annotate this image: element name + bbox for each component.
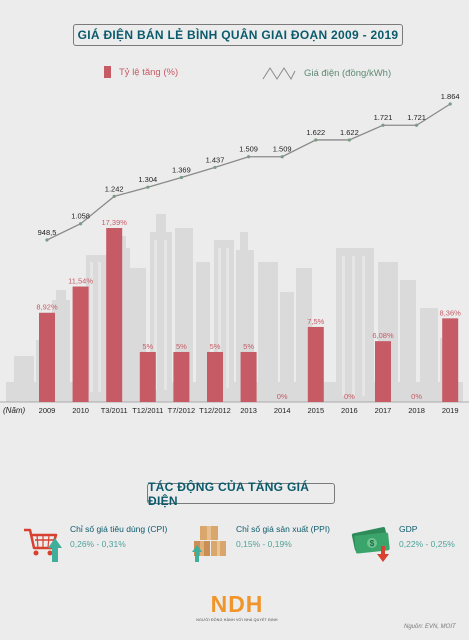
x-tick-label: 2009 xyxy=(39,406,56,415)
price-value-labels: 948,5 1.058 1.242 1.304 1.369 1.437 1.509 1.509… xyxy=(38,92,460,237)
ndh-logo: NDH NGƯỜI ĐỒNG HÀNH VỚI NHÀ QUYẾT ĐỊNH xyxy=(196,591,277,629)
x-tick-label: 2016 xyxy=(341,406,358,415)
x-tick-label: T3/2011 xyxy=(101,406,128,415)
price-value-label: 1.369 xyxy=(172,166,191,175)
price-point xyxy=(448,102,452,106)
impact-ppi-label: Chỉ số giá sản xuất (PPI) xyxy=(236,524,331,534)
bar-value-labels: 8,92% 11,54% 17,39% 5% 5% 5% 5% 0% 7,5% 0% 6,08% 0%… xyxy=(36,218,461,401)
price-value-label: 1.058 xyxy=(71,212,90,221)
legend-bar: Tỷ lệ tăng (%) xyxy=(104,66,178,78)
x-tick-label: 2018 xyxy=(408,406,425,415)
boxes-icon xyxy=(192,526,226,562)
impact-gdp-value: 0,22% - 0,25% xyxy=(399,539,455,549)
x-tick-label: T12/2012 xyxy=(199,406,231,415)
logo-letters: NDH xyxy=(210,591,264,617)
bar xyxy=(72,286,89,402)
bar-series xyxy=(39,228,459,402)
bar xyxy=(307,326,324,402)
price-point xyxy=(347,138,351,142)
price-value-label: 948,5 xyxy=(38,228,57,237)
price-value-label: 1.304 xyxy=(138,175,157,184)
impact-gdp-label: GDP xyxy=(399,524,418,534)
bar-value-label: 0% xyxy=(344,392,355,401)
bar-value-label: 0% xyxy=(411,392,422,401)
price-value-label: 1.721 xyxy=(374,113,393,122)
price-value-label: 1.622 xyxy=(306,128,325,137)
legend-bar-label: Tỷ lệ tăng (%) xyxy=(119,66,179,78)
logo-tagline: NGƯỜI ĐỒNG HÀNH VỚI NHÀ QUYẾT ĐỊNH xyxy=(196,618,278,622)
price-point xyxy=(314,138,318,142)
bar-value-label: 5% xyxy=(243,342,254,351)
shopping-cart-icon xyxy=(24,528,62,562)
section-title: TÁC ĐỘNG CỦA TĂNG GIÁ ĐIỆN xyxy=(148,479,310,508)
price-point xyxy=(381,123,385,127)
x-axis-label: (Năm) xyxy=(3,406,26,415)
page-title: GIÁ ĐIỆN BÁN LẺ BÌNH QUÂN GIAI ĐOẠN 2009… xyxy=(77,28,399,42)
bar-value-label: 6,08% xyxy=(372,331,394,340)
bar-value-label: 5% xyxy=(142,342,153,351)
impact-ppi-value: 0,15% - 0,19% xyxy=(236,539,292,549)
price-point xyxy=(112,194,116,198)
price-point xyxy=(213,165,217,170)
bar-value-label: 5% xyxy=(176,342,187,351)
bar xyxy=(139,351,156,402)
legend-line: Giá điện (đồng/kWh) xyxy=(262,66,391,80)
x-tick-label: 2019 xyxy=(442,406,459,415)
price-value-label: 1.509 xyxy=(273,145,292,154)
price-value-label: 1.437 xyxy=(206,155,225,164)
price-point xyxy=(45,238,49,242)
x-tick-label: T7/2012 xyxy=(168,406,196,415)
price-point xyxy=(247,155,251,159)
bar-value-label: 0% xyxy=(277,392,288,401)
legend-line-label: Giá điện (đồng/kWh) xyxy=(304,67,392,79)
price-point xyxy=(280,155,284,159)
bar xyxy=(173,351,190,402)
bar-value-label: 5% xyxy=(210,342,221,351)
price-line-series xyxy=(45,102,452,242)
price-value-label: 1.509 xyxy=(239,145,258,154)
x-tick-label: T12/2011 xyxy=(132,406,163,415)
bar-value-label: 8,36% xyxy=(440,308,462,317)
price-value-label: 1.242 xyxy=(105,184,124,193)
price-value-label: 1.864 xyxy=(441,92,460,101)
money-icon: $ xyxy=(351,527,390,562)
impact-cpi-value: 0,26% - 0,31% xyxy=(70,539,126,549)
legend-bar-swatch xyxy=(104,66,111,78)
bar-value-label: 11,54% xyxy=(68,277,93,286)
bar xyxy=(442,318,459,402)
bar xyxy=(207,351,223,402)
bar xyxy=(39,312,55,402)
bar-value-label: 17,39% xyxy=(101,218,127,227)
line-legend-icon xyxy=(262,67,296,80)
source-note: Nguồn: EVN, MOIT xyxy=(404,624,456,630)
x-tick-label: 2013 xyxy=(240,406,257,415)
svg-text:$: $ xyxy=(370,539,375,548)
x-tick-labels: 2009 2010 T3/2011 T12/2011 T7/2012 T12/2012 20… xyxy=(39,406,459,415)
title-frame: GIÁ ĐIỆN BÁN LẺ BÌNH QUÂN GIAI ĐOẠN 2009… xyxy=(73,24,403,46)
price-point xyxy=(415,123,419,127)
x-tick-label: 2010 xyxy=(72,406,89,415)
bar-value-label: 7,5% xyxy=(307,317,324,326)
price-chart: (Năm) 8,92% 11,54% 17,39% 5% 5% 5% 5% 0% 7,5% 0% 6… xyxy=(0,92,469,415)
bar xyxy=(106,228,123,402)
x-tick-label: 2017 xyxy=(375,406,392,415)
impact-cpi-label: Chỉ số giá tiêu dùng (CPI) xyxy=(70,524,168,534)
price-point xyxy=(79,222,83,226)
price-point xyxy=(146,185,150,189)
x-tick-label: 2015 xyxy=(307,406,324,415)
bar xyxy=(375,341,391,402)
bar-value-label: 8,92% xyxy=(36,303,58,312)
bar xyxy=(240,351,257,402)
skyline-windows xyxy=(90,240,365,396)
price-value-label: 1.721 xyxy=(407,113,426,122)
section-title-frame: TÁC ĐỘNG CỦA TĂNG GIÁ ĐIỆN xyxy=(147,480,335,508)
x-tick-label: 2014 xyxy=(274,406,291,415)
price-point xyxy=(179,175,183,180)
price-value-label: 1.622 xyxy=(340,128,359,137)
